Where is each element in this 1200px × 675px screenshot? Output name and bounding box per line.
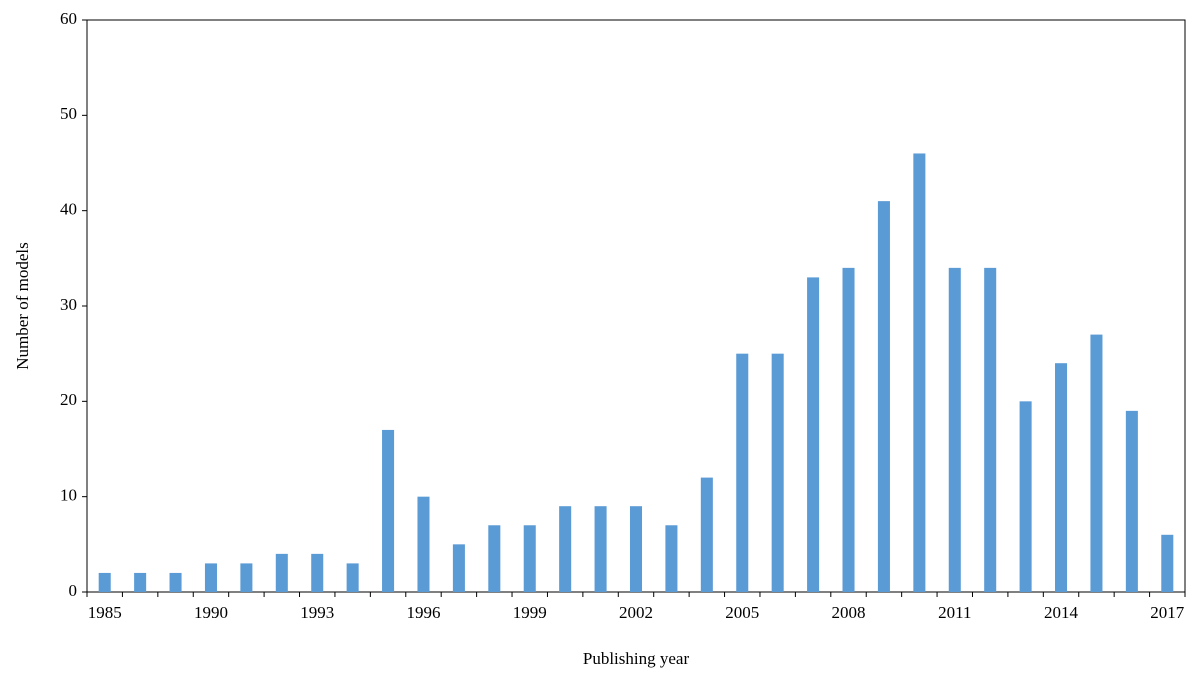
bar (913, 153, 926, 592)
bar (629, 506, 643, 592)
bar (700, 477, 713, 592)
bar (984, 267, 997, 592)
bar (877, 201, 890, 592)
bar (488, 525, 501, 592)
bar (523, 525, 536, 592)
bar (1090, 334, 1103, 592)
bar (842, 267, 855, 592)
y-tick-label: 10 (60, 486, 77, 505)
x-tick-label: 1990 (194, 603, 228, 622)
bar (948, 267, 961, 592)
x-tick-label: 1985 (88, 603, 122, 622)
bar (417, 496, 430, 592)
x-tick-label: 1993 (300, 603, 334, 622)
y-tick-label: 60 (60, 9, 77, 28)
bar (98, 572, 111, 592)
bar (169, 572, 182, 592)
bar (665, 525, 678, 592)
x-tick-label: 1996 (406, 603, 440, 622)
bar (204, 563, 217, 592)
bar (382, 429, 395, 592)
y-tick-label: 20 (60, 390, 77, 409)
bar (134, 572, 147, 592)
y-tick-label: 30 (60, 295, 77, 314)
bar (1161, 534, 1174, 592)
y-tick-label: 50 (60, 104, 77, 123)
x-tick-label: 1999 (513, 603, 547, 622)
x-tick-label: 2008 (832, 603, 866, 622)
bar (240, 563, 253, 592)
bar (346, 563, 359, 592)
bar (594, 506, 607, 592)
bar (1055, 363, 1068, 592)
y-axis-label: Number of models (13, 242, 32, 369)
bar (1125, 410, 1138, 592)
x-tick-label: 2017 (1150, 603, 1185, 622)
y-tick-label: 40 (60, 200, 77, 219)
y-tick-label: 0 (69, 581, 78, 600)
x-tick-label: 2011 (938, 603, 971, 622)
x-tick-label: 2005 (725, 603, 759, 622)
x-axis-label: Publishing year (583, 649, 690, 668)
x-tick-label: 2002 (619, 603, 653, 622)
bar (1019, 401, 1032, 592)
bar (771, 353, 784, 592)
bar (736, 353, 749, 592)
bar (311, 553, 324, 592)
bar (559, 506, 572, 592)
bar (807, 277, 820, 592)
x-tick-label: 2014 (1044, 603, 1079, 622)
bar (452, 544, 465, 592)
bar (275, 553, 288, 592)
